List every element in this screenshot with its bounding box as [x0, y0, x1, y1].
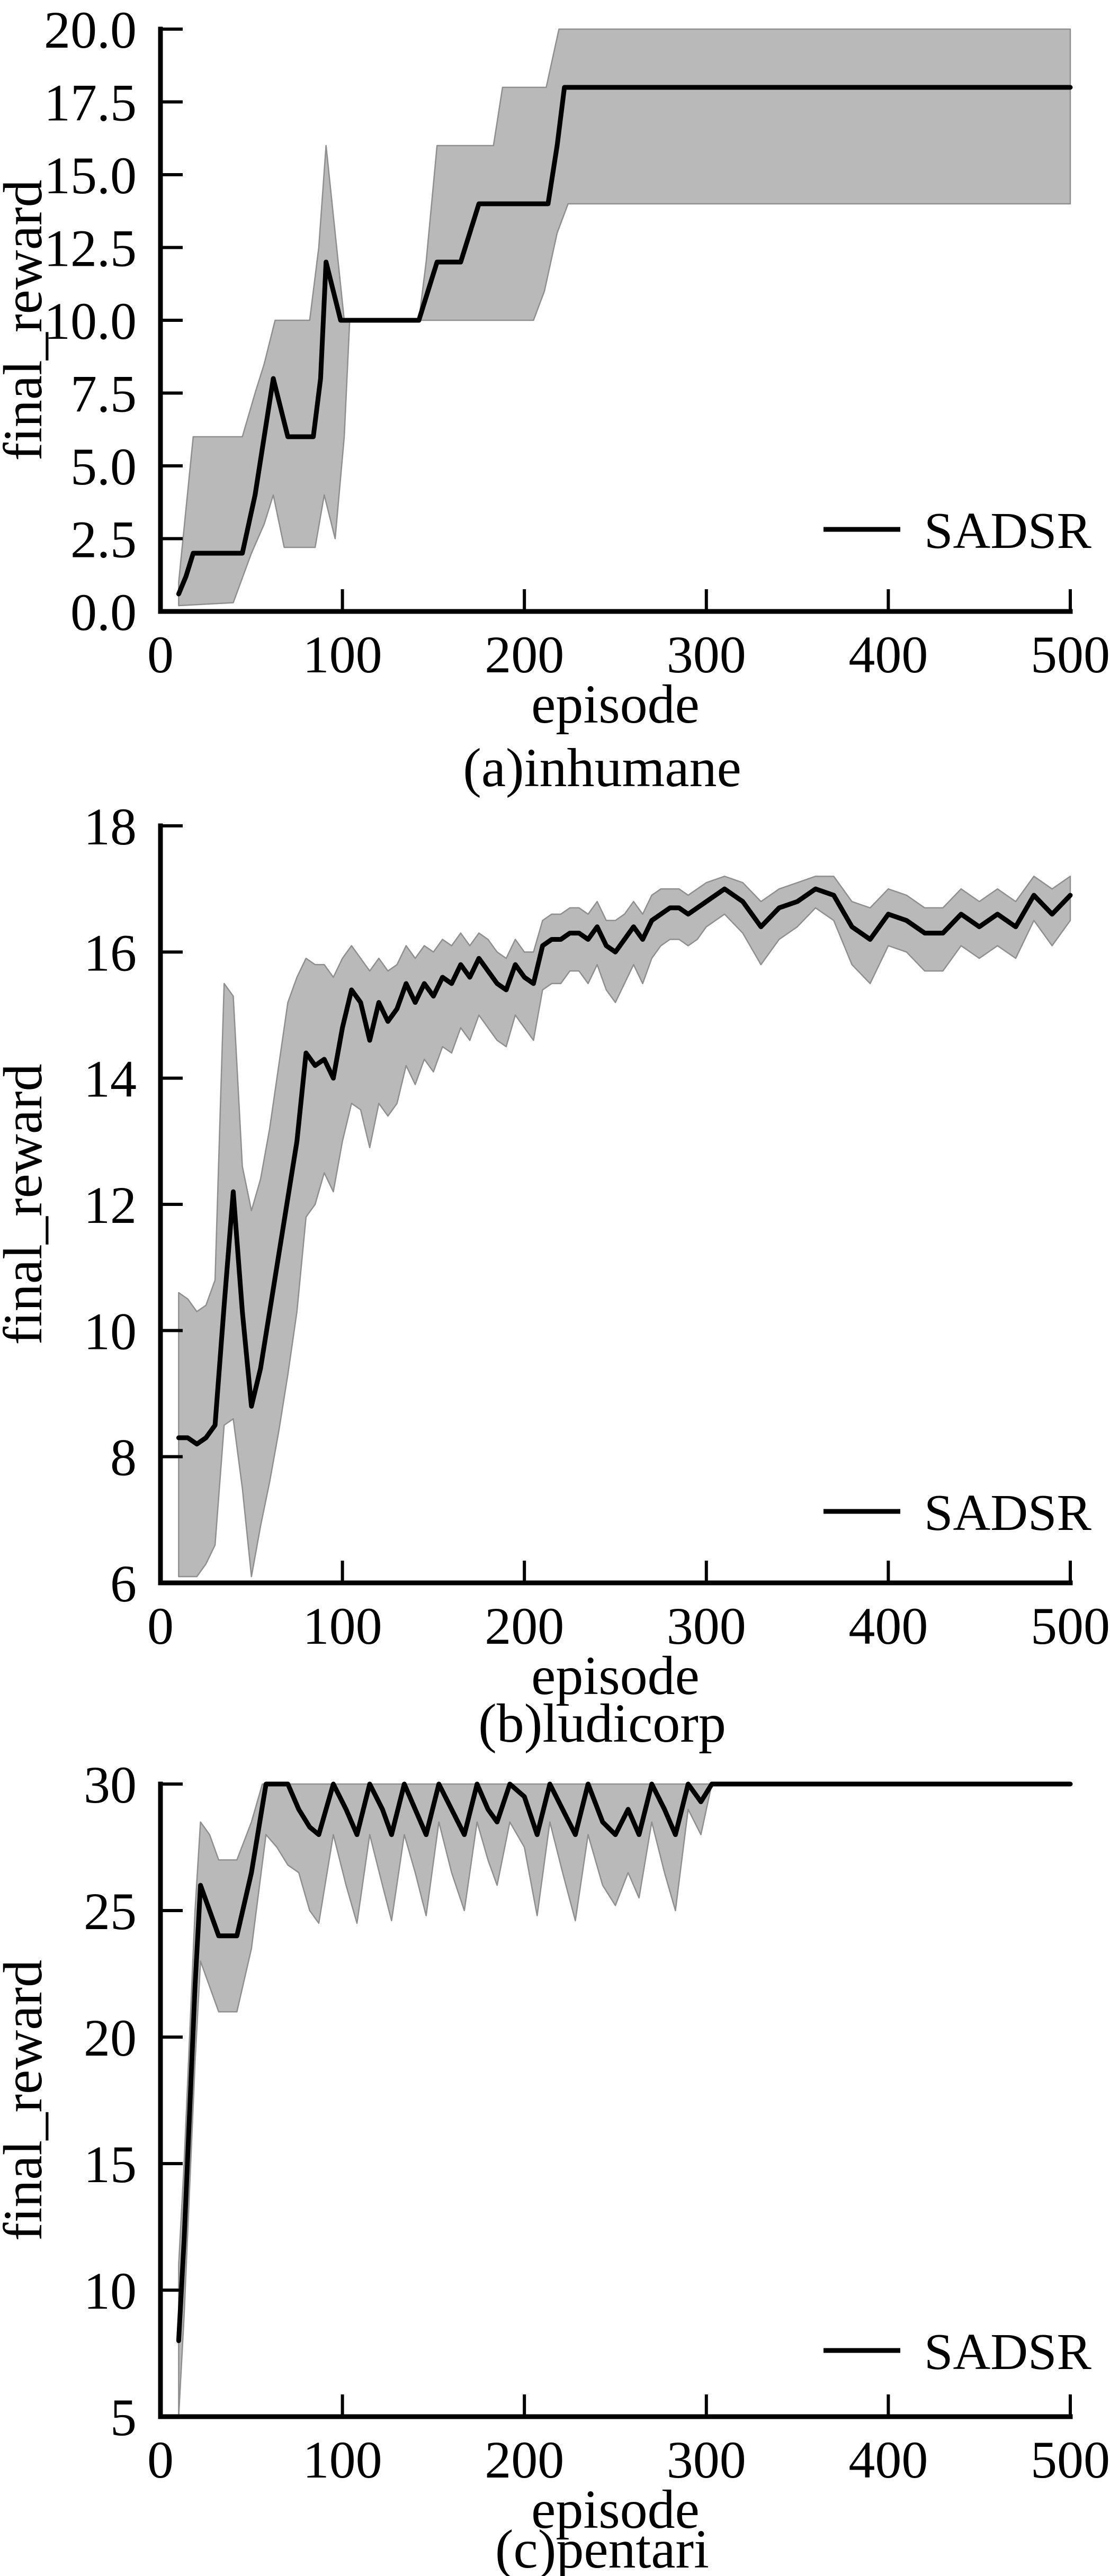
y-tick-label: 5 — [110, 2388, 137, 2447]
legend-label: SADSR — [924, 502, 1092, 560]
y-tick-label: 20 — [84, 2008, 137, 2067]
series-line-sadsr — [176, 1781, 1073, 2344]
y-tick-label: 12 — [84, 1176, 137, 1235]
tick-marks — [159, 28, 1072, 613]
y-tick-label: 12.5 — [44, 219, 137, 278]
y-tick-label: 25 — [84, 1882, 137, 1941]
x-tick-label: 400 — [848, 625, 928, 684]
y-tick-label: 16 — [84, 923, 137, 982]
x-tick-label: 500 — [1031, 2430, 1110, 2489]
x-tick-label: 400 — [848, 2430, 928, 2489]
x-tick-label: 300 — [667, 1597, 746, 1655]
x-tick-label: 500 — [1031, 1597, 1110, 1655]
tick-marks — [159, 1782, 1072, 2418]
legend: SADSR — [823, 2323, 1092, 2381]
x-tick-label: 0 — [147, 625, 174, 684]
panel-caption: (a)inhumane — [463, 737, 741, 798]
x-axis-label: episode — [531, 2479, 700, 2540]
series-line-sadsr — [176, 85, 1073, 597]
y-tick-label: 10 — [84, 1302, 137, 1361]
y-axis-label: final_reward — [0, 179, 53, 461]
panel-ludicorp: 6 8 10 12 14 16 18 0 100 200 300 400 500 episode final… — [0, 805, 1110, 1758]
x-tick-label: 0 — [147, 2430, 174, 2489]
panel-caption: (b)ludicorp — [478, 1693, 726, 1754]
y-tick-label: 2.5 — [70, 510, 137, 569]
chart-inhumane: 0.0 2.5 5.0 7.5 10.0 12.5 15.0 17.5 20.0 0 100 200 3… — [0, 1, 1110, 798]
y-axis-label: final_reward — [0, 1064, 53, 1345]
x-tick-label: 400 — [848, 1597, 928, 1655]
x-tick-label: 200 — [485, 2430, 564, 2489]
x-tick-label: 300 — [667, 2430, 746, 2489]
y-tick-label: 20.0 — [44, 1, 137, 59]
y-tick-label: 15.0 — [44, 146, 137, 205]
x-tick-label: 500 — [1031, 625, 1110, 684]
x-axis-label: episode — [531, 674, 700, 735]
x-tick-label: 100 — [303, 625, 382, 684]
plot-area — [176, 876, 1073, 1578]
y-tick-label: 8 — [110, 1428, 137, 1487]
y-tick-label: 30 — [84, 1758, 137, 1814]
confidence-band — [178, 1783, 1071, 2418]
x-tick-label: 100 — [303, 1597, 382, 1655]
y-tick-label: 15 — [84, 2135, 137, 2194]
x-tick-label: 0 — [147, 1597, 174, 1655]
y-tick-label: 0.0 — [70, 583, 137, 642]
x-tick-label: 200 — [485, 1597, 564, 1655]
panel-caption: (c)pentari — [495, 2519, 709, 2576]
y-tick-label: 10 — [84, 2262, 137, 2320]
plot-area — [176, 28, 1073, 607]
legend: SADSR — [823, 1484, 1092, 1542]
legend-label: SADSR — [924, 2323, 1092, 2381]
confidence-band — [178, 876, 1071, 1578]
x-tick-label: 100 — [303, 2430, 382, 2489]
panel-pentari: 5 10 15 20 25 30 0 100 200 300 400 500 episode final_… — [0, 1758, 1110, 2576]
x-tick-label: 300 — [667, 625, 746, 684]
chart-ludicorp: 6 8 10 12 14 16 18 0 100 200 300 400 500 episode final… — [0, 805, 1110, 1754]
series-line-sadsr — [176, 886, 1073, 1447]
axes — [158, 1781, 1073, 2419]
y-tick-label: 6 — [110, 1554, 137, 1613]
legend-label: SADSR — [924, 1484, 1092, 1542]
y-tick-label: 17.5 — [44, 74, 137, 132]
y-tick-label: 7.5 — [70, 365, 137, 424]
y-tick-label: 5.0 — [70, 437, 137, 496]
y-tick-label: 14 — [84, 1050, 137, 1109]
panel-inhumane: 0.0 2.5 5.0 7.5 10.0 12.5 15.0 17.5 20.0 0 100 200 3… — [0, 0, 1110, 805]
y-tick-label: 18 — [84, 805, 137, 856]
plot-area — [176, 1781, 1073, 2418]
x-tick-label: 200 — [485, 625, 564, 684]
legend: SADSR — [823, 502, 1092, 560]
tick-marks — [159, 824, 1072, 1584]
y-tick-label: 10.0 — [44, 292, 137, 350]
y-axis-label: final_reward — [0, 1960, 53, 2241]
x-axis-label: episode — [531, 1645, 700, 1706]
confidence-band — [178, 28, 1071, 607]
